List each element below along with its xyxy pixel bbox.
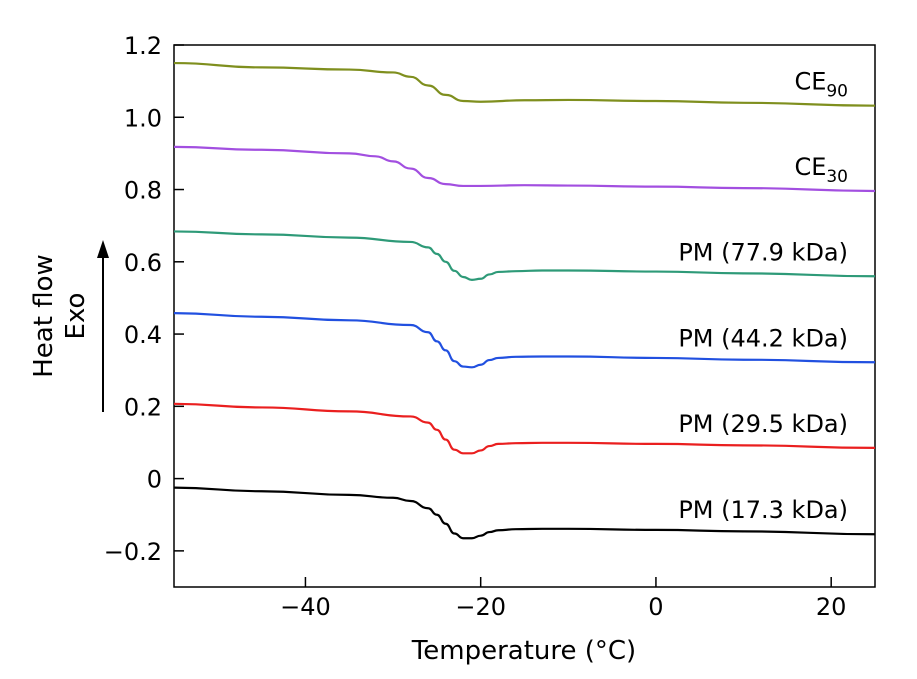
series-label-0: CE90 — [794, 68, 848, 102]
x-tick-label: 0 — [648, 593, 663, 621]
x-axis-title: Temperature (°C) — [411, 636, 636, 666]
y-axis-title-line-1: Heat flow — [29, 254, 59, 378]
series-line-1 — [173, 145, 876, 193]
y-tick-label: 0.4 — [124, 321, 162, 349]
y-axis-title-line-2: Exo — [61, 293, 91, 340]
y-tick-label: −0.2 — [104, 538, 162, 566]
y-tick-label: 0.6 — [124, 249, 162, 277]
x-tick-label: −40 — [280, 593, 331, 621]
series-line-0 — [173, 61, 876, 107]
y-tick-label: 0 — [147, 466, 162, 494]
exo-arrow — [97, 240, 109, 412]
series-label-1: CE30 — [794, 153, 848, 187]
series-label-4: PM (29.5 kDa) — [678, 410, 848, 438]
series-line-5 — [173, 486, 876, 540]
ticks-layer: −40 −20 0 20 −0.2 0 0.2 0.4 0.6 0.8 1.0 1.2 — [104, 32, 847, 621]
series-label-2: PM (77.9 kDa) — [678, 238, 848, 266]
series-label-5: PM (17.3 kDa) — [678, 496, 848, 524]
y-tick-label: 0.8 — [124, 177, 162, 205]
series-layer — [173, 61, 876, 540]
series-label-3: PM (44.2 kDa) — [678, 324, 848, 352]
series-line-2 — [173, 230, 876, 281]
y-tick-label: 1.0 — [124, 104, 162, 132]
series-line-4 — [173, 402, 876, 455]
series-labels: CE90 CE30 PM (77.9 kDa) PM (44.2 kDa) PM (29… — [678, 68, 848, 525]
series-line-3 — [173, 312, 876, 369]
x-tick-label: 20 — [816, 593, 847, 621]
y-axis-title: Heat flow Exo — [29, 254, 91, 378]
plot-frame — [173, 44, 876, 588]
y-tick-label: 1.2 — [124, 32, 162, 60]
y-tick-label: 0.2 — [124, 393, 162, 421]
x-tick-label: −20 — [455, 593, 506, 621]
